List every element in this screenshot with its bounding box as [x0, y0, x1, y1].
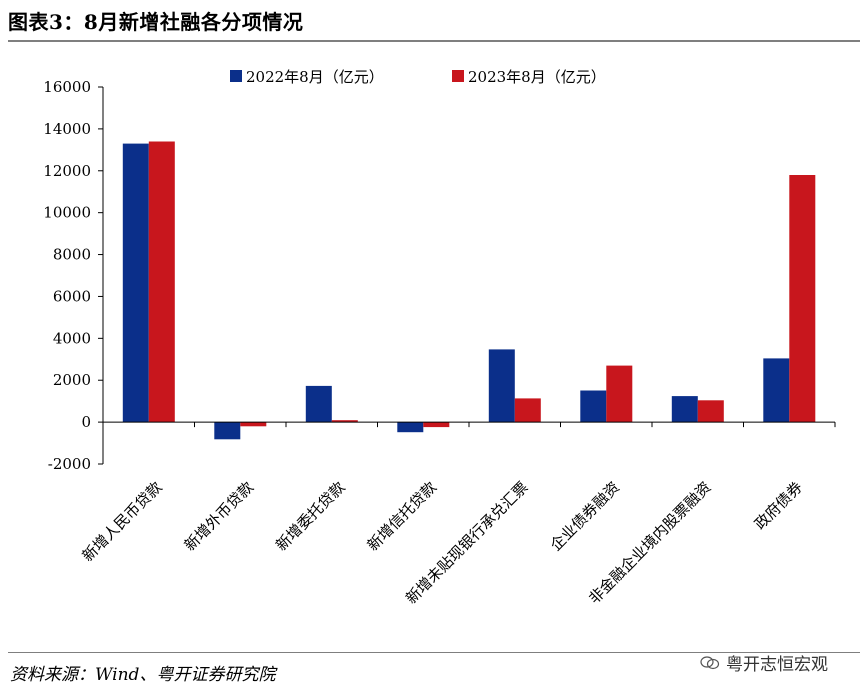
bars: [122, 141, 816, 440]
y-tick-label: -2000: [48, 455, 91, 473]
legend: 2022年8月（亿元） 2023年8月（亿元）: [230, 68, 606, 86]
legend-label-2023: 2023年8月（亿元）: [468, 68, 606, 86]
y-tick-label: 14000: [43, 120, 91, 138]
chart-title: 图表3：8月新增社融各分项情况: [8, 10, 304, 34]
footer-divider: [8, 652, 860, 653]
bar-2022-3: [305, 385, 332, 423]
bar-2022-6: [580, 390, 607, 423]
y-tick-label: 2000: [53, 371, 91, 389]
watermark: 粤开志恒宏观: [700, 650, 828, 675]
bar-2022-1: [122, 143, 149, 423]
y-tick-label: 12000: [43, 162, 91, 180]
y-tick-label: 4000: [53, 329, 91, 347]
bar-2023-8: [789, 175, 816, 423]
bar-2022-8: [763, 358, 790, 423]
bar-2022-2: [214, 422, 241, 440]
bar-2023-2: [240, 422, 267, 427]
y-tick-label: 8000: [53, 246, 91, 264]
legend-swatch-2023: [452, 70, 464, 82]
title-divider: [8, 40, 860, 42]
y-tick-label: 0: [81, 413, 91, 431]
category-label: 新增委托贷款: [272, 478, 348, 554]
watermark-text: 粤开志恒宏观: [726, 655, 828, 675]
bar-2023-6: [606, 365, 633, 423]
category-label: 新增人民币贷款: [79, 478, 166, 565]
y-tick-label: 6000: [53, 287, 91, 305]
y-tick-label: 10000: [43, 204, 91, 222]
category-label: 政府债券: [751, 478, 806, 533]
bar-2023-7: [697, 400, 724, 423]
bar-2023-4: [423, 422, 450, 428]
category-label: 企业债券融资: [547, 478, 623, 554]
bar-chart: 2022年8月（亿元） 2023年8月（亿元） 1600014000120001…: [43, 68, 836, 608]
y-axis: 16000 14000 12000 10000 8000 6000 4000 2000 0 -20…: [43, 78, 104, 473]
wechat-icon: [700, 655, 720, 669]
category-label: 新增外币贷款: [181, 478, 257, 554]
bar-2023-1: [148, 141, 175, 423]
x-axis: [102, 421, 836, 428]
bar-2022-7: [671, 396, 698, 423]
category-label: 新增信托贷款: [364, 478, 440, 554]
source-note: 资料来源：Wind、粤开证券研究院: [10, 665, 276, 685]
legend-label-2022: 2022年8月（亿元）: [246, 68, 384, 86]
legend-swatch-2022: [230, 70, 242, 82]
bar-2023-3: [331, 420, 358, 423]
y-tick-label: 16000: [43, 78, 91, 96]
bar-2022-4: [397, 422, 424, 433]
bar-2023-5: [514, 398, 541, 423]
bar-2022-5: [488, 349, 515, 423]
